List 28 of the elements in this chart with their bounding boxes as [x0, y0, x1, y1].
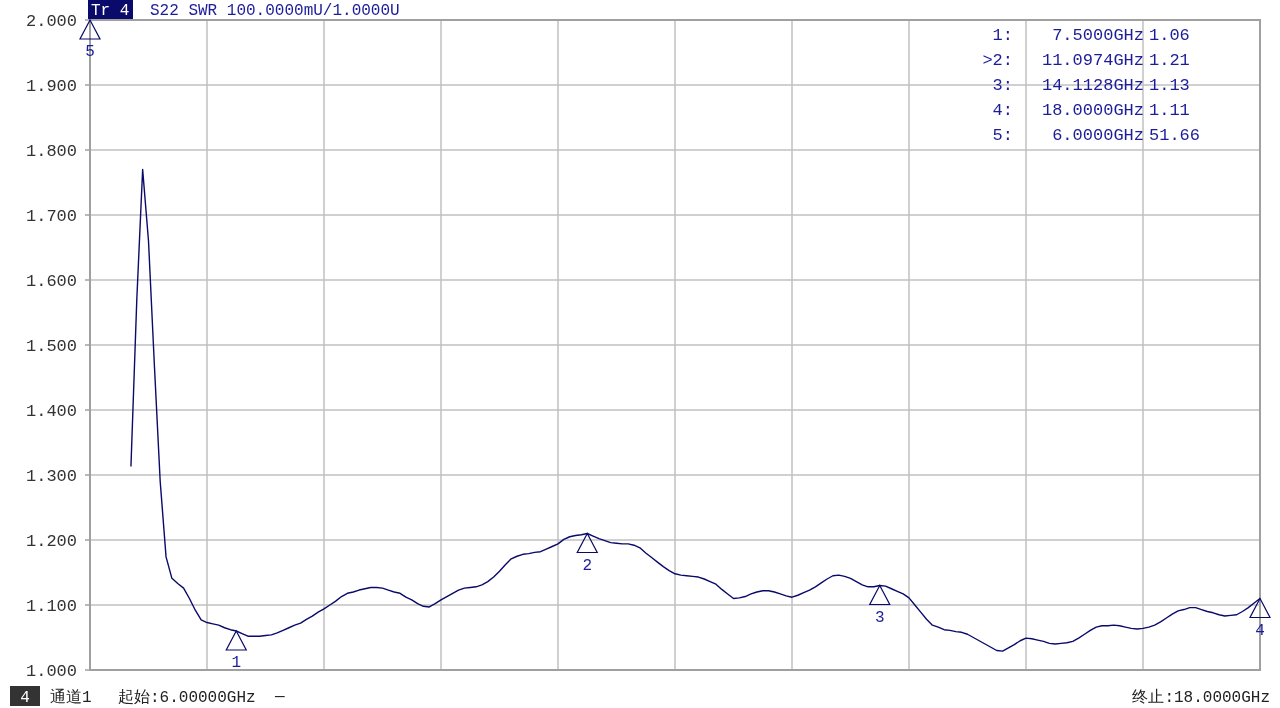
- text: —: [274, 688, 285, 706]
- y-tick-label: 1.000: [25, 662, 77, 681]
- text: 3: 14.1128GHz 1.13: [992, 76, 1190, 95]
- text: 4: [20, 689, 30, 707]
- y-tick-label: 1.400: [25, 402, 77, 421]
- annotation: 4: [1255, 621, 1265, 640]
- text: 终止:18.0000GHz: [1132, 688, 1270, 707]
- y-tick-label: 2.000: [25, 12, 77, 31]
- y-tick-label: 1.900: [25, 77, 77, 96]
- annotation: 3: [874, 608, 885, 627]
- y-tick-label: 1.800: [25, 142, 77, 161]
- annotation: 2: [582, 556, 593, 575]
- y-tick-label: 1.700: [25, 207, 77, 226]
- text: 1: 7.5000GHz 1.06: [992, 26, 1190, 45]
- y-tick-label: 1.500: [25, 337, 77, 356]
- y-tick-label: 1.600: [25, 272, 77, 291]
- text: 4: 18.0000GHz 1.11: [992, 101, 1190, 120]
- y-tick-label: 1.300: [25, 467, 77, 486]
- y-tick-label: 1.100: [25, 597, 77, 616]
- annotation: 5: [85, 43, 95, 61]
- text: 起始:6.00000GHz: [118, 689, 256, 707]
- annotation: Tr 4: [91, 2, 130, 20]
- annotation: S22 SWR 100.0000mU/1.0000U: [150, 2, 400, 20]
- text: >2: 11.0974GHz 1.21: [982, 51, 1190, 70]
- text: 通道1: [50, 688, 92, 707]
- y-tick-label: 1.200: [25, 532, 77, 551]
- text: 5: 6.0000GHz 51.66: [992, 126, 1201, 145]
- annotation: 1: [231, 654, 242, 672]
